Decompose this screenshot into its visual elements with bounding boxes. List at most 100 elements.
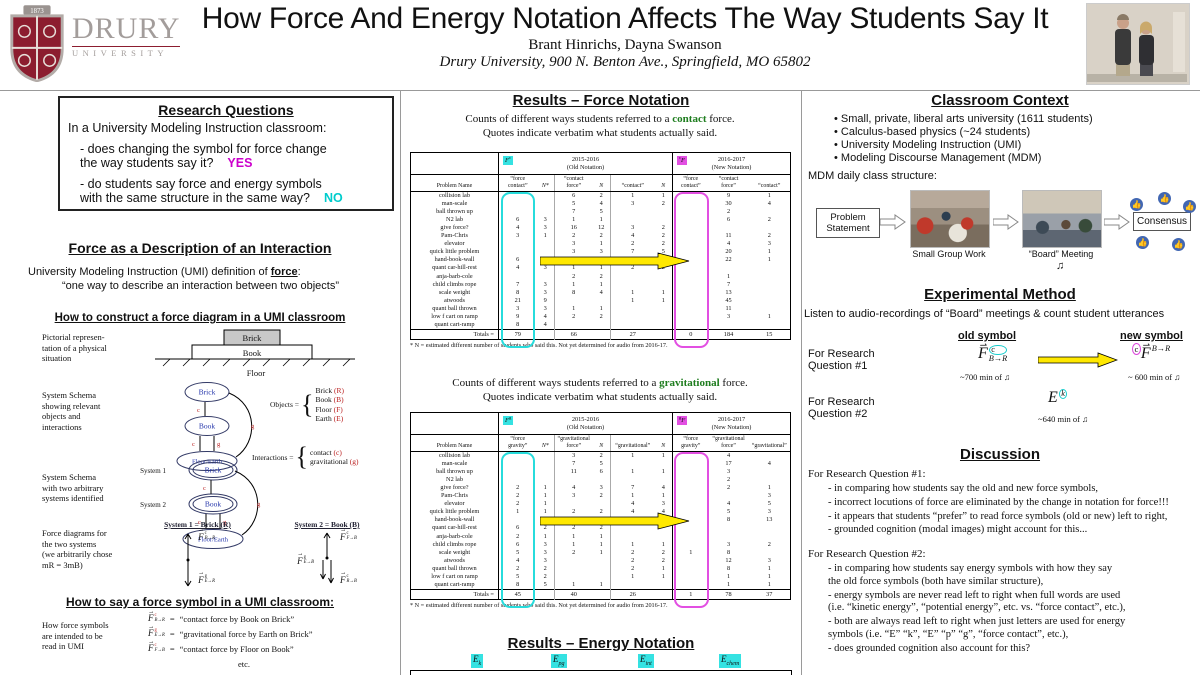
count-cell: [499, 451, 537, 460]
drury-logo: 1873 DRURY UNIVERSITY: [6, 4, 181, 82]
problem-name-cell: man-scale: [410, 459, 499, 468]
count-cell: [536, 272, 555, 281]
count-cell: [536, 207, 555, 216]
count-cell: [673, 313, 709, 321]
list-item: gravitational (g): [310, 457, 359, 466]
problem-name-cell: low f cart on ramp: [410, 572, 499, 582]
count-cell: [536, 329, 555, 340]
count-cell: 1: [536, 508, 555, 517]
table-row: elevator 2 1 4 3 4 5: [410, 500, 791, 509]
research-questions-box: Research Questions In a University Model…: [58, 96, 394, 211]
count-cell: [592, 556, 611, 565]
count-cell: 3: [536, 540, 555, 549]
discussion-title: Discussion: [959, 446, 1041, 463]
count-cell: 13: [725, 288, 732, 296]
flow-arrow-icon: [1104, 214, 1130, 230]
table-row: N2 lab 2: [410, 475, 791, 484]
problem-name-cell: atwoods: [410, 296, 499, 305]
count-cell: 1: [631, 572, 635, 580]
discussion-rq1-items: - in comparing how students say the old …: [800, 482, 1198, 538]
list-item: - does grounded cognition also account f…: [828, 642, 1031, 654]
count-cell: [654, 321, 674, 330]
count-cell: 1: [592, 240, 611, 249]
count-cell: [654, 459, 674, 468]
count-cell: [592, 500, 611, 509]
count-cell: 4: [767, 199, 771, 207]
energy-symbol-Epg: Epg: [551, 654, 567, 668]
list-item: Modeling Discourse Management (MDM): [834, 152, 1196, 164]
count-cell: [499, 208, 537, 216]
count-cell: 1: [572, 540, 576, 548]
list-item: - in comparing how students say energy s…: [828, 563, 1113, 587]
contact-force-table: Fc 2015-2016 (Old Notation) cF 2016-2017(…: [410, 152, 792, 349]
count-cell: 9: [726, 191, 731, 199]
svg-text:c: c: [198, 519, 201, 526]
count-cell: 27: [610, 329, 655, 340]
interactions-list: contact (c) gravitational (g): [310, 448, 359, 467]
count-cell: 7: [726, 280, 731, 288]
construct-diagram-title: How to construct a force diagram in a UM…: [54, 312, 346, 324]
schema-label: System Schema showing relevant objects a…: [42, 390, 101, 432]
logo-word: DRURY: [72, 12, 181, 45]
count-cell: 2: [516, 500, 520, 508]
count-cell: 5: [536, 256, 555, 265]
count-cell: 8: [726, 564, 731, 572]
say-force-symbol-title: How to say a force symbol in a UMI class…: [65, 595, 335, 609]
count-cell: 2: [592, 272, 611, 281]
count-cell: [673, 476, 709, 484]
table-row: Pam-Chris 2 1 3 2 1 1 3: [410, 492, 791, 501]
count-cell: 22: [725, 256, 732, 264]
count-cell: [592, 564, 611, 573]
count-cell: [611, 460, 655, 468]
count-cell: [673, 297, 709, 305]
count-cell: [611, 281, 655, 289]
count-cell: [749, 549, 791, 557]
old-notation-header: Fc 2015-2016 (Old Notation): [498, 152, 674, 175]
thumbs-up-icon: 👍: [1158, 192, 1171, 205]
count-cell: 2: [726, 207, 731, 215]
say-rows: FcB→R = “contact force by Book on Brick”…: [148, 612, 398, 669]
research-questions-title: Research Questions: [158, 102, 294, 118]
count-cell: 2: [767, 232, 771, 240]
thumbs-up-icon: 👍: [1130, 198, 1143, 211]
count-cell: 1: [654, 467, 674, 476]
force-interaction-title: Force as a Description of an Interaction: [68, 240, 332, 256]
svg-text:Book: Book: [199, 422, 216, 431]
count-cell: [592, 329, 611, 340]
force-symbol: FcB→R: [148, 612, 165, 623]
count-cell: 4: [592, 199, 611, 208]
count-cell: [536, 451, 555, 460]
count-cell: [555, 297, 593, 305]
count-cell: [749, 297, 791, 305]
count-cell: 2: [631, 564, 635, 572]
force-diagram-system1: System 1 = Brick (R) FcB→R FgE→R: [140, 520, 255, 589]
count-cell: 6: [572, 191, 576, 199]
count-cell: [499, 460, 537, 468]
count-cell: 1: [631, 288, 635, 296]
count-cell: [673, 524, 709, 532]
svg-text:Floor/Earth: Floor/Earth: [198, 537, 229, 544]
experimental-method-title: Experimental Method: [924, 286, 1076, 303]
count-cell: [499, 273, 537, 281]
count-cell: [673, 273, 709, 281]
old-force-symbol-badge: Fg: [503, 415, 514, 426]
count-cell: [673, 557, 709, 565]
count-cell: 1: [572, 581, 576, 589]
count-cell: 1: [654, 492, 674, 501]
count-cell: [499, 516, 537, 524]
force-diagram-system2: System 2 = Book (B) FgE→B FcF→B FcR→B: [262, 520, 392, 589]
count-cell: 2: [536, 524, 555, 533]
count-cell: [654, 312, 674, 322]
table-row: elevator 3 1 2 2 4 3: [410, 240, 791, 249]
count-cell: [673, 541, 709, 549]
count-cell: [709, 492, 749, 500]
count-cell: [673, 264, 709, 272]
poster-affiliation: Drury University, 900 N. Benton Ave., Sp…: [439, 54, 811, 70]
count-cell: 1: [572, 304, 576, 312]
count-cell: 3: [572, 248, 576, 256]
problem-name-cell: give force?: [410, 483, 499, 493]
problem-name-cell: child climbs rope: [410, 280, 499, 289]
count-cell: 3: [516, 232, 520, 240]
svg-text:Floor/Earth: Floor/Earth: [192, 459, 223, 466]
umi-definition: University Modeling Instruction (UMI) de…: [28, 266, 301, 278]
